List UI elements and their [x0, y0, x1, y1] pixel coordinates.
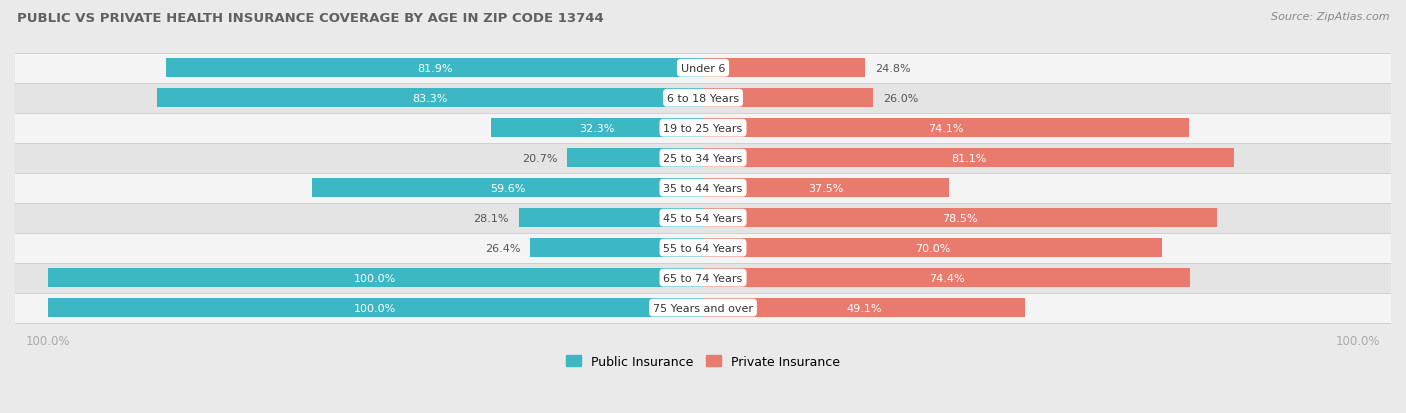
Text: Source: ZipAtlas.com: Source: ZipAtlas.com [1271, 12, 1389, 22]
Bar [491, 119, 703, 138]
Text: 45 to 54 Years: 45 to 54 Years [664, 213, 742, 223]
Bar [703, 149, 1234, 168]
Text: 35 to 44 Years: 35 to 44 Years [664, 183, 742, 193]
Bar [15, 263, 1391, 293]
Text: 81.1%: 81.1% [950, 153, 987, 163]
Bar [157, 89, 703, 108]
Text: 28.1%: 28.1% [474, 213, 509, 223]
Bar [48, 268, 703, 287]
Bar [703, 209, 1218, 228]
Bar [312, 179, 703, 197]
Text: 55 to 64 Years: 55 to 64 Years [664, 243, 742, 253]
Bar [703, 179, 949, 197]
Text: 6 to 18 Years: 6 to 18 Years [666, 93, 740, 104]
Bar [703, 119, 1188, 138]
Text: 83.3%: 83.3% [412, 93, 447, 104]
Bar [48, 299, 703, 317]
Text: 32.3%: 32.3% [579, 123, 614, 133]
Text: 20.7%: 20.7% [522, 153, 558, 163]
Bar [15, 83, 1391, 114]
Bar [15, 173, 1391, 203]
Text: 19 to 25 Years: 19 to 25 Years [664, 123, 742, 133]
Text: 74.4%: 74.4% [929, 273, 965, 283]
Text: 26.0%: 26.0% [883, 93, 918, 104]
Bar [15, 54, 1391, 83]
Bar [166, 59, 703, 78]
Text: 24.8%: 24.8% [876, 64, 911, 74]
Text: 100.0%: 100.0% [354, 273, 396, 283]
Text: 75 Years and over: 75 Years and over [652, 303, 754, 313]
Bar [568, 149, 703, 168]
Bar [519, 209, 703, 228]
Text: PUBLIC VS PRIVATE HEALTH INSURANCE COVERAGE BY AGE IN ZIP CODE 13744: PUBLIC VS PRIVATE HEALTH INSURANCE COVER… [17, 12, 603, 25]
Legend: Public Insurance, Private Insurance: Public Insurance, Private Insurance [561, 350, 845, 373]
Bar [15, 203, 1391, 233]
Text: Under 6: Under 6 [681, 64, 725, 74]
Text: 81.9%: 81.9% [418, 64, 453, 74]
Text: 49.1%: 49.1% [846, 303, 882, 313]
Bar [15, 143, 1391, 173]
Text: 74.1%: 74.1% [928, 123, 963, 133]
Bar [15, 293, 1391, 323]
Text: 25 to 34 Years: 25 to 34 Years [664, 153, 742, 163]
Bar [703, 299, 1025, 317]
Bar [703, 239, 1161, 257]
Text: 100.0%: 100.0% [354, 303, 396, 313]
Bar [703, 268, 1191, 287]
Bar [15, 233, 1391, 263]
Text: 59.6%: 59.6% [491, 183, 526, 193]
Bar [703, 59, 866, 78]
Text: 70.0%: 70.0% [915, 243, 950, 253]
Bar [703, 89, 873, 108]
Bar [15, 114, 1391, 143]
Text: 37.5%: 37.5% [808, 183, 844, 193]
Text: 26.4%: 26.4% [485, 243, 520, 253]
Bar [530, 239, 703, 257]
Text: 78.5%: 78.5% [942, 213, 979, 223]
Text: 65 to 74 Years: 65 to 74 Years [664, 273, 742, 283]
